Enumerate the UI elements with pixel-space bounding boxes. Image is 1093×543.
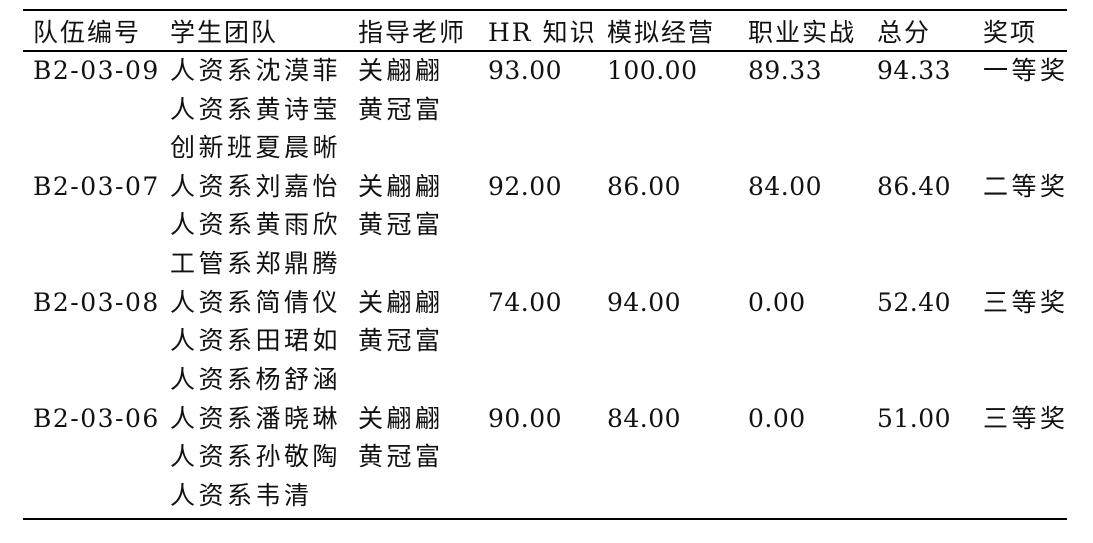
header-advisor: 指导老师 — [358, 17, 467, 47]
table-header: 队伍编号 学生团队 指导老师 HR 知识 模拟经营 职业实战 总分 奖项 — [23, 10, 1067, 51]
advisor-name: 黄冠富 — [358, 442, 444, 471]
hr-knowledge-score: 74.00 — [488, 287, 563, 317]
student-name: 人资系田珺如 — [170, 326, 342, 355]
advisor-name: 黄冠富 — [358, 326, 444, 355]
advisor-name: 黄冠富 — [358, 94, 444, 124]
table-row: B2-03-08 人资系简倩仪 人资系田珺如 人资系杨舒涵 关翩翩 黄冠富 74… — [23, 284, 1067, 400]
advisor-name: 关翩翩 — [358, 171, 444, 201]
student-name: 人资系沈漠菲 — [170, 56, 342, 85]
competition-results-table: 队伍编号 学生团队 指导老师 HR 知识 模拟经营 职业实战 总分 奖项 B2-… — [23, 9, 1067, 520]
team-id: B2-03-09 — [33, 56, 160, 85]
award-label: 三等奖 — [983, 403, 1069, 433]
student-name: 人资系潘晓琳 — [170, 403, 342, 433]
header-total-score: 总分 — [877, 17, 932, 47]
header-simulated-business: 模拟经营 — [607, 17, 716, 47]
award-label: 三等奖 — [983, 287, 1069, 317]
total-score: 51.00 — [877, 403, 952, 433]
student-name: 人资系孙敬陶 — [170, 442, 342, 471]
award-label: 一等奖 — [983, 56, 1069, 85]
student-name: 人资系刘嘉怡 — [170, 171, 342, 201]
career-practice-score: 0.00 — [748, 403, 806, 433]
student-name: 创新班夏晨晰 — [170, 133, 342, 162]
table-row: B2-03-06 人资系潘晓琳 人资系孙敬陶 人资系韦清 关翩翩 黄冠富 90.… — [23, 400, 1067, 520]
header-team-id: 队伍编号 — [33, 17, 142, 47]
student-name: 人资系黄雨欣 — [170, 210, 342, 239]
career-practice-score: 84.00 — [748, 171, 823, 201]
student-name: 人资系简倩仪 — [170, 287, 342, 317]
advisor-name: 关翩翩 — [358, 287, 444, 317]
simulated-business-score: 86.00 — [607, 171, 682, 201]
student-name: 人资系韦清 — [170, 480, 313, 510]
student-name: 工管系郑鼎腾 — [170, 248, 342, 278]
total-score: 86.40 — [877, 171, 952, 201]
advisor-name: 黄冠富 — [358, 210, 444, 239]
simulated-business-score: 84.00 — [607, 403, 682, 433]
header-row: 队伍编号 学生团队 指导老师 HR 知识 模拟经营 职业实战 总分 奖项 — [23, 10, 1067, 51]
simulated-business-score: 94.00 — [607, 287, 682, 317]
table-row: B2-03-07 人资系刘嘉怡 人资系黄雨欣 工管系郑鼎腾 关翩翩 黄冠富 92… — [23, 168, 1067, 284]
total-score: 94.33 — [877, 56, 952, 85]
career-practice-score: 0.00 — [748, 287, 806, 317]
header-award: 奖项 — [983, 17, 1038, 47]
advisor-name: 关翩翩 — [358, 56, 444, 85]
simulated-business-score: 100.00 — [607, 56, 698, 85]
table-row: B2-03-09 人资系沈漠菲 人资系黄诗莹 创新班夏晨晰 关翩翩 黄冠富 93… — [23, 51, 1067, 168]
team-id: B2-03-06 — [33, 403, 160, 433]
team-id: B2-03-08 — [33, 287, 160, 317]
student-name: 人资系杨舒涵 — [170, 364, 342, 394]
hr-knowledge-score: 92.00 — [488, 171, 563, 201]
career-practice-score: 89.33 — [748, 56, 823, 85]
header-hr-knowledge: HR 知识 — [488, 17, 597, 47]
advisor-name: 关翩翩 — [358, 403, 444, 433]
header-career-practice: 职业实战 — [748, 17, 857, 47]
student-name: 人资系黄诗莹 — [170, 94, 342, 124]
total-score: 52.40 — [877, 287, 952, 317]
award-label: 二等奖 — [983, 171, 1069, 201]
hr-knowledge-score: 93.00 — [488, 56, 563, 85]
hr-knowledge-score: 90.00 — [488, 403, 563, 433]
team-id: B2-03-07 — [33, 171, 160, 201]
header-student-team: 学生团队 — [170, 17, 279, 47]
